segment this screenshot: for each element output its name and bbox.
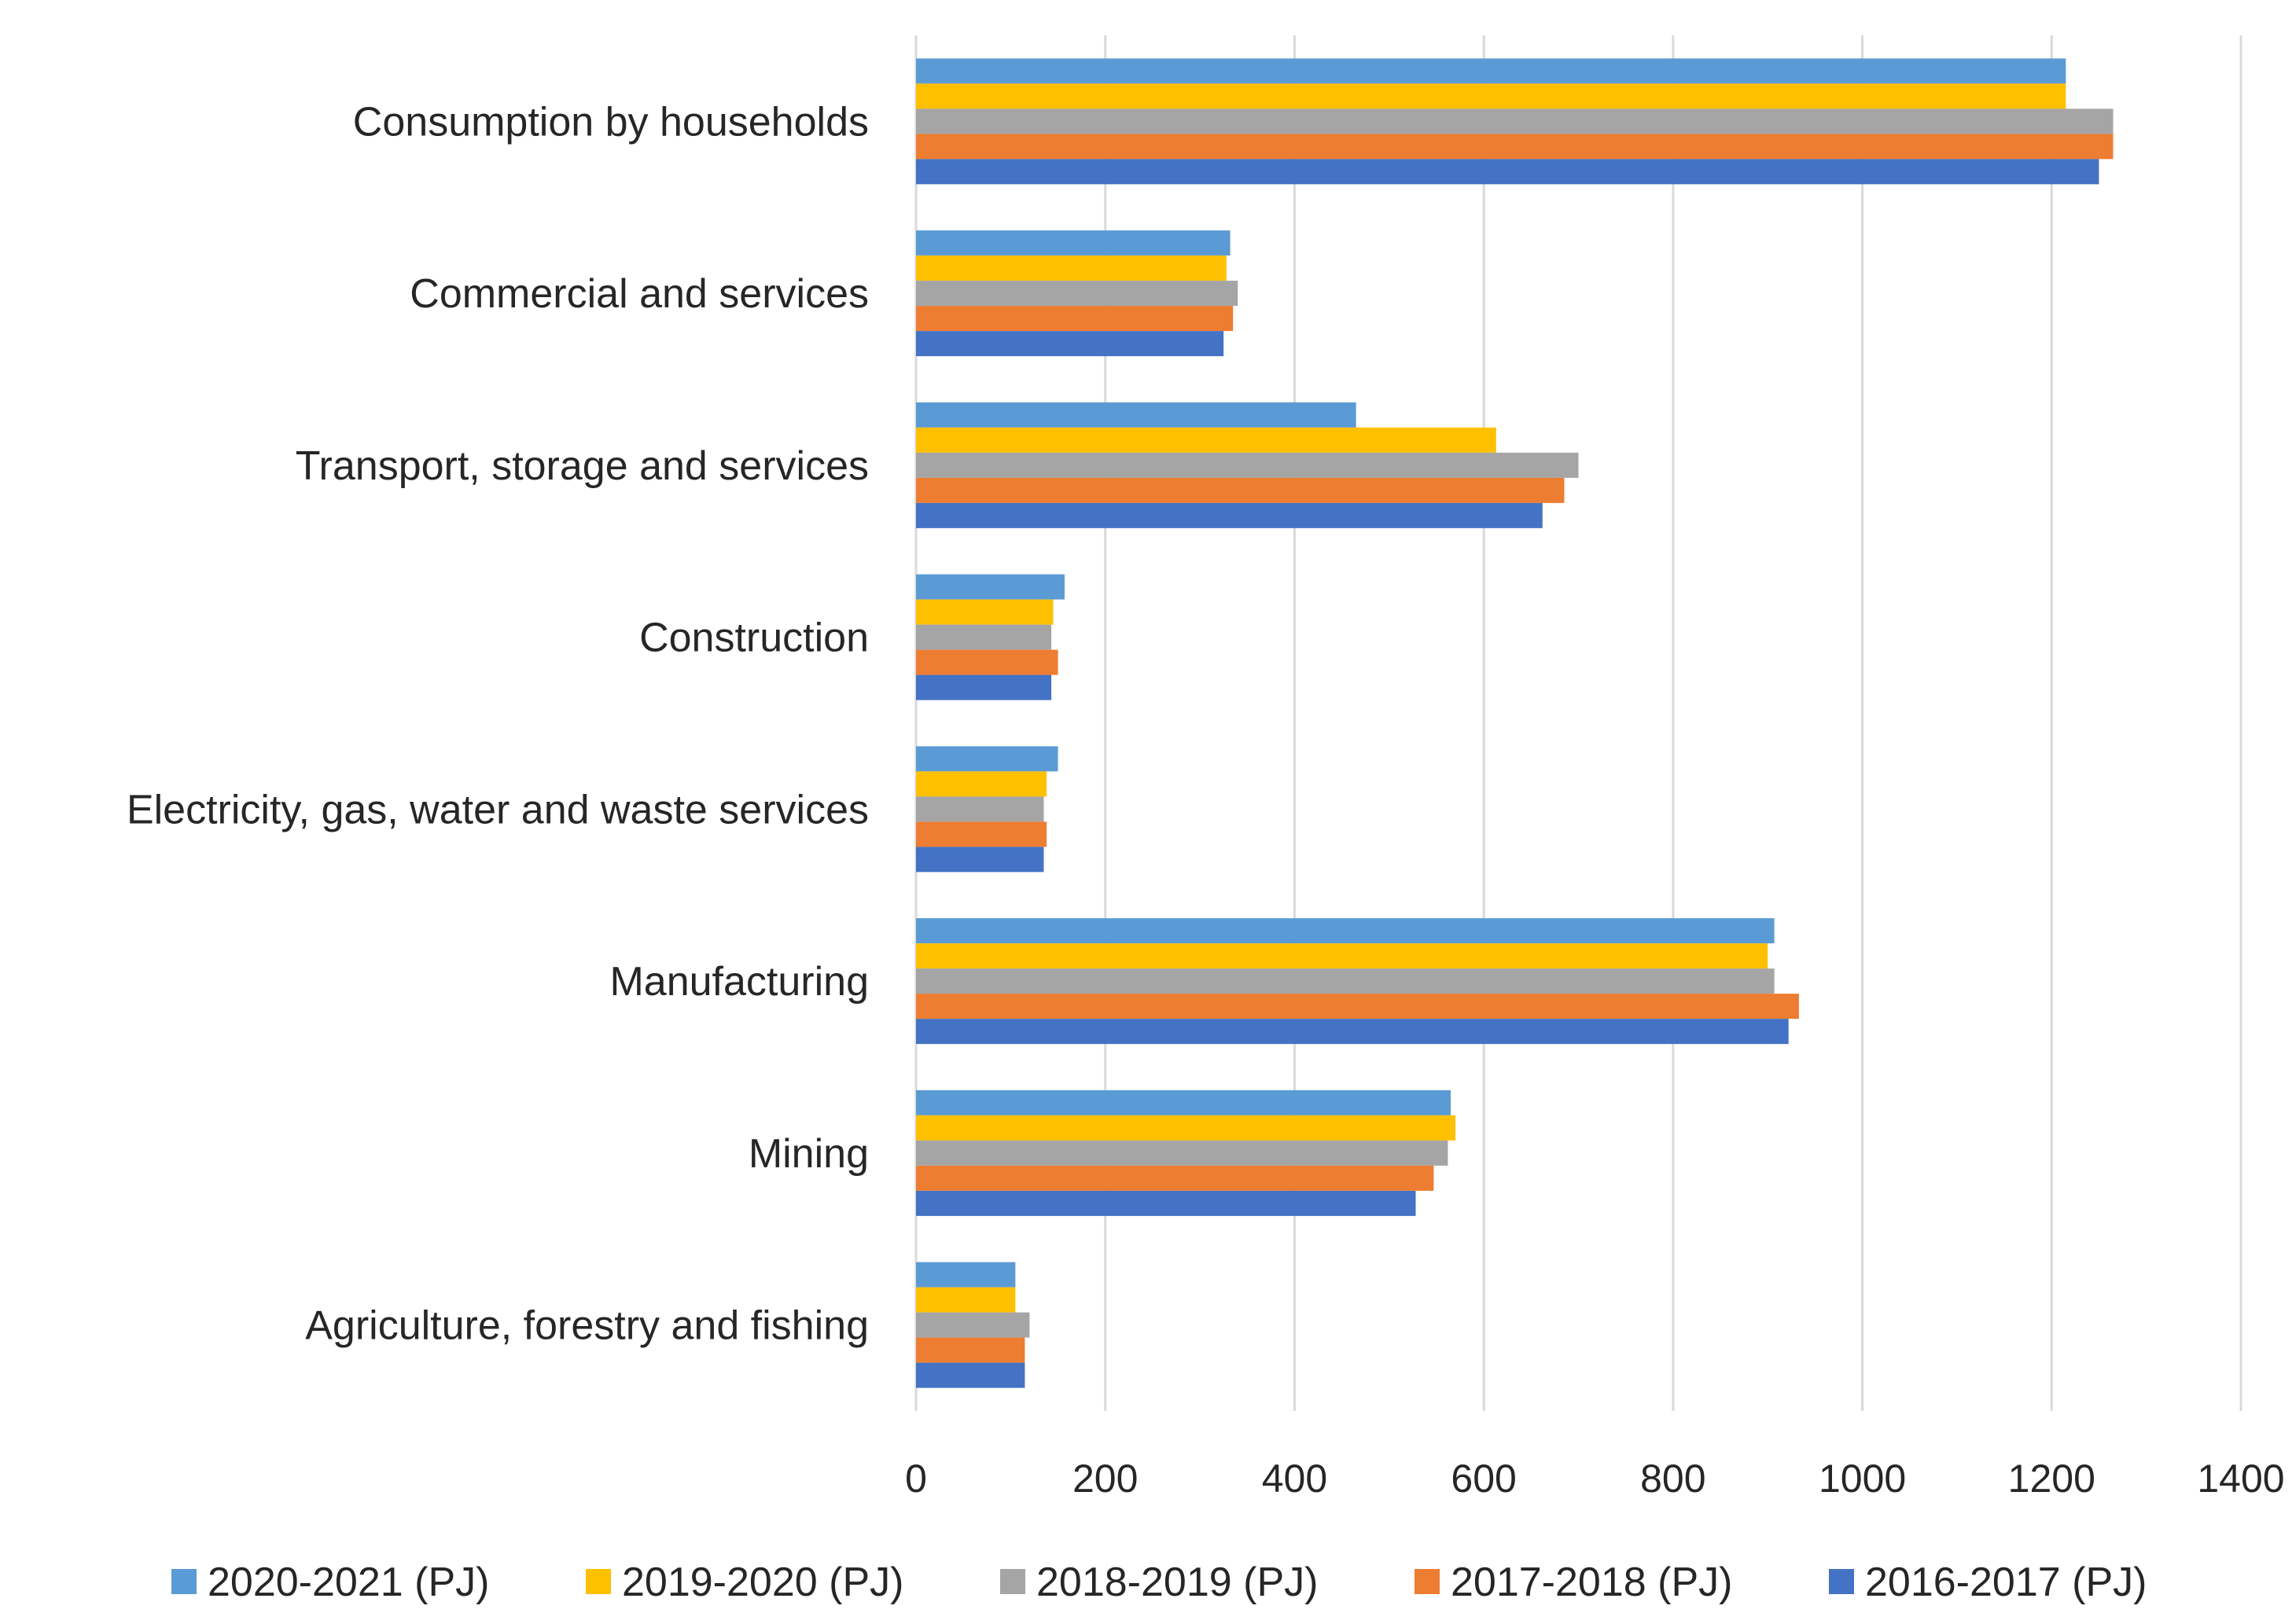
category-label: Consumption by households — [353, 99, 869, 145]
bar-2017-2018-pj — [916, 306, 1234, 332]
legend-label: 2020-2021 (PJ) — [208, 1560, 489, 1605]
bar-2019-2020-pj — [916, 83, 2066, 109]
x-tick-label: 1000 — [1819, 1457, 1906, 1501]
bar-layer — [916, 58, 2114, 1388]
bar-2018-2019-pj — [916, 968, 1775, 994]
legend-label: 2018-2019 (PJ) — [1036, 1560, 1318, 1605]
legend-label: 2016-2017 (PJ) — [1865, 1560, 2147, 1605]
value-axis: 0 200 400 600 800 1000 1200 1400 — [905, 1457, 2285, 1501]
bar-2017-2018-pj — [916, 477, 1565, 503]
legend-swatch — [586, 1569, 611, 1594]
bar-2016-2017-pj — [916, 1019, 1789, 1045]
bar-2018-2019-pj — [916, 624, 1052, 650]
category-label: Construction — [639, 615, 869, 661]
bar-2016-2017-pj — [916, 331, 1224, 357]
legend-label: 2019-2020 (PJ) — [622, 1560, 903, 1605]
bar-2016-2017-pj — [916, 847, 1044, 873]
bar-2019-2020-pj — [916, 255, 1227, 281]
legend-swatch — [171, 1569, 197, 1594]
bar-2019-2020-pj — [916, 771, 1047, 797]
bar-2016-2017-pj — [916, 159, 2099, 185]
bar-2019-2020-pj — [916, 1115, 1456, 1141]
bar-2017-2018-pj — [916, 1165, 1434, 1191]
bar-2019-2020-pj — [916, 1287, 1016, 1313]
bar-2020-2021-pj — [916, 402, 1356, 428]
category-label: Manufacturing — [609, 959, 869, 1005]
bar-2018-2019-pj — [916, 796, 1044, 822]
bar-2020-2021-pj — [916, 1089, 1451, 1115]
bar-2019-2020-pj — [916, 599, 1054, 625]
bar-2019-2020-pj — [916, 943, 1768, 969]
legend-label: 2017-2018 (PJ) — [1451, 1560, 1732, 1605]
bar-2020-2021-pj — [916, 918, 1775, 944]
x-tick-label: 1400 — [2197, 1457, 2284, 1501]
bar-2017-2018-pj — [916, 649, 1058, 675]
bar-2018-2019-pj — [916, 1140, 1448, 1166]
bar-2016-2017-pj — [916, 502, 1543, 528]
bar-2017-2018-pj — [916, 134, 2114, 160]
bar-2018-2019-pj — [916, 281, 1238, 307]
bar-2020-2021-pj — [916, 58, 2066, 84]
bar-2020-2021-pj — [916, 1262, 1016, 1288]
bar-2018-2019-pj — [916, 1312, 1030, 1338]
category-label: Electricity, gas, water and waste servic… — [127, 787, 869, 832]
x-tick-label: 200 — [1072, 1457, 1138, 1501]
bar-2016-2017-pj — [916, 1362, 1025, 1388]
category-label: Agriculture, forestry and fishing — [305, 1303, 869, 1349]
x-tick-label: 600 — [1451, 1457, 1516, 1501]
legend-swatch — [1000, 1569, 1025, 1594]
bar-2018-2019-pj — [916, 108, 2114, 134]
legend: 2020-2021 (PJ) 2019-2020 (PJ) 2018-2019 (P… — [171, 1560, 2147, 1605]
bar-2017-2018-pj — [916, 821, 1047, 847]
bar-2020-2021-pj — [916, 746, 1058, 772]
bar-2019-2020-pj — [916, 427, 1496, 453]
bar-2017-2018-pj — [916, 1337, 1025, 1363]
x-tick-label: 400 — [1262, 1457, 1327, 1501]
bar-2020-2021-pj — [916, 230, 1231, 256]
legend-swatch — [1415, 1569, 1440, 1594]
bar-2016-2017-pj — [916, 674, 1052, 700]
category-label: Transport, storage and services — [296, 443, 869, 489]
category-label: Mining — [749, 1131, 869, 1177]
bar-2016-2017-pj — [916, 1190, 1416, 1216]
category-axis: Consumption by households Commercial and … — [127, 99, 869, 1348]
bar-2020-2021-pj — [916, 574, 1065, 600]
legend-swatch — [1829, 1569, 1854, 1594]
x-tick-label: 1200 — [2008, 1457, 2095, 1501]
x-tick-label: 800 — [1640, 1457, 1705, 1501]
x-tick-label: 0 — [905, 1457, 927, 1501]
bar-2018-2019-pj — [916, 452, 1579, 478]
bar-2017-2018-pj — [916, 994, 1799, 1020]
category-label: Commercial and services — [410, 271, 869, 317]
